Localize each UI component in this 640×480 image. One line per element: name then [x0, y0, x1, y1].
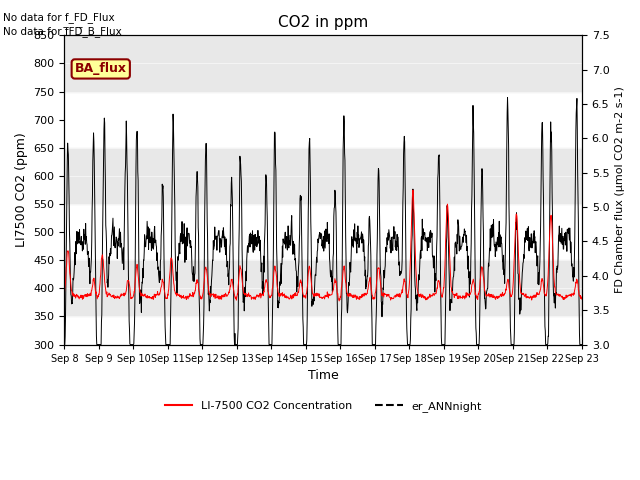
Bar — [65, 260, 582, 316]
X-axis label: Time: Time — [308, 369, 339, 382]
Bar — [65, 148, 582, 204]
Bar — [65, 36, 582, 92]
Text: No data for f_FD_Flux: No data for f_FD_Flux — [3, 12, 115, 23]
Legend: LI-7500 CO2 Concentration, er_ANNnight: LI-7500 CO2 Concentration, er_ANNnight — [160, 396, 486, 416]
Y-axis label: LI7500 CO2 (ppm): LI7500 CO2 (ppm) — [15, 132, 28, 247]
Title: CO2 in ppm: CO2 in ppm — [278, 15, 368, 30]
Text: BA_flux: BA_flux — [75, 62, 127, 75]
Text: No data for f̅FD̅_B_Flux: No data for f̅FD̅_B_Flux — [3, 26, 122, 37]
Y-axis label: FD Chamber flux (μmol CO2 m-2 s-1): FD Chamber flux (μmol CO2 m-2 s-1) — [615, 86, 625, 293]
